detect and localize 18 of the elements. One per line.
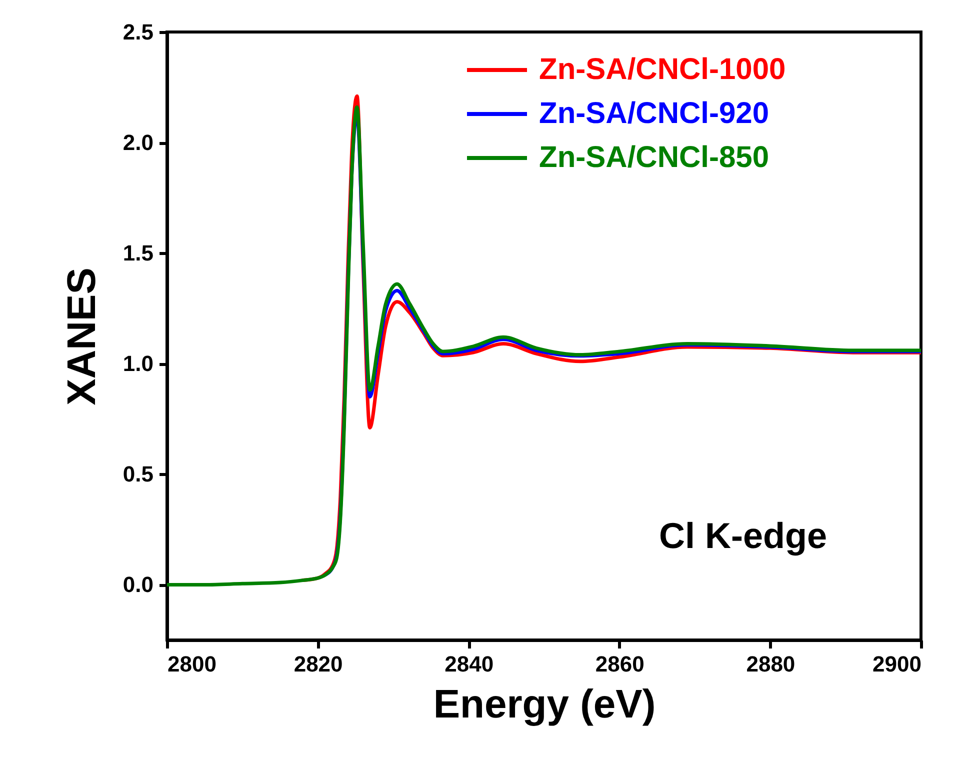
legend-label: Zn-SA/CNCl-920 <box>539 97 770 130</box>
x-axis-title: Energy (eV) <box>433 682 656 726</box>
y-tick-label: 0.0 <box>122 572 154 598</box>
y-tick-label: 1.5 <box>122 240 154 266</box>
x-tick-label: 2840 <box>444 652 494 676</box>
y-tick-label: 2.0 <box>122 130 154 156</box>
x-tick-label: 2880 <box>746 652 796 676</box>
y-tick-label: 1.0 <box>122 351 154 376</box>
x-tick-label: 2820 <box>294 652 343 676</box>
legend-label: Zn-SA/CNCl-850 <box>539 141 770 174</box>
legend-label: Zn-SA/CNCl-1000 <box>539 53 786 86</box>
x-tick-label: 2860 <box>595 652 644 676</box>
y-axis-title: XANES <box>60 268 104 406</box>
y-tick-label: 0.5 <box>122 462 154 487</box>
x-tick-label: 2800 <box>168 652 216 676</box>
x-tick-label: 2900 <box>872 652 922 676</box>
y-tick-label: 2.5 <box>122 20 154 44</box>
annotation: Cl K-edge <box>658 515 828 556</box>
